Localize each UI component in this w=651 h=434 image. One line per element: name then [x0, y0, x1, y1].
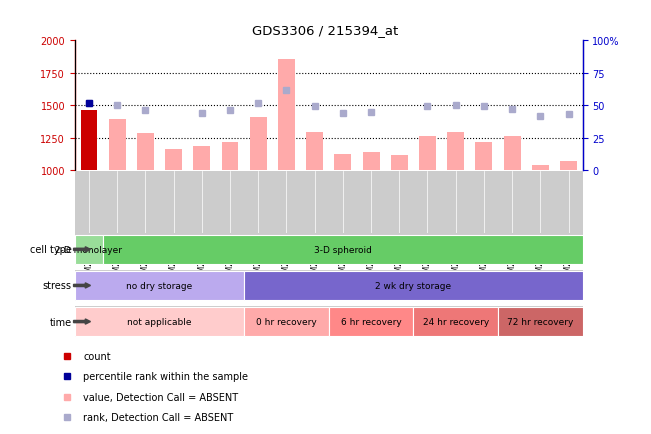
- Bar: [137, 134, 154, 171]
- Text: 24 hr recovery: 24 hr recovery: [422, 317, 489, 326]
- Text: 72 hr recovery: 72 hr recovery: [507, 317, 574, 326]
- Text: 6 hr recovery: 6 hr recovery: [340, 317, 402, 326]
- Bar: [109, 120, 126, 171]
- Bar: [306, 132, 323, 171]
- Bar: [193, 147, 210, 171]
- Bar: [532, 165, 549, 171]
- Bar: [244, 308, 329, 336]
- Bar: [329, 308, 413, 336]
- Bar: [560, 161, 577, 171]
- Text: stress: stress: [42, 281, 72, 291]
- Bar: [504, 137, 521, 171]
- Text: value, Detection Call = ABSENT: value, Detection Call = ABSENT: [83, 391, 238, 401]
- Bar: [335, 155, 352, 171]
- Bar: [81, 111, 98, 171]
- Text: count: count: [83, 352, 111, 362]
- Text: rank, Detection Call = ABSENT: rank, Detection Call = ABSENT: [83, 412, 234, 422]
- Bar: [447, 132, 464, 171]
- Text: 0 hr recovery: 0 hr recovery: [256, 317, 317, 326]
- Text: 3-D spheroid: 3-D spheroid: [314, 245, 372, 254]
- Bar: [81, 111, 98, 171]
- Bar: [413, 308, 498, 336]
- Bar: [475, 143, 492, 171]
- Bar: [278, 60, 295, 171]
- Bar: [498, 308, 583, 336]
- Bar: [221, 143, 238, 171]
- Text: cell type: cell type: [30, 245, 72, 255]
- Bar: [165, 149, 182, 171]
- Bar: [75, 236, 103, 264]
- Bar: [75, 308, 244, 336]
- Bar: [419, 137, 436, 171]
- Bar: [250, 118, 267, 171]
- Bar: [244, 272, 583, 300]
- Bar: [75, 272, 244, 300]
- Text: no dry storage: no dry storage: [126, 281, 193, 290]
- Bar: [391, 156, 408, 171]
- Text: 2-D monolayer: 2-D monolayer: [55, 245, 122, 254]
- Text: time: time: [49, 317, 72, 327]
- Text: 2 wk dry storage: 2 wk dry storage: [376, 281, 451, 290]
- Bar: [363, 152, 380, 171]
- Text: not applicable: not applicable: [127, 317, 192, 326]
- Text: percentile rank within the sample: percentile rank within the sample: [83, 372, 248, 381]
- Text: GDS3306 / 215394_at: GDS3306 / 215394_at: [253, 24, 398, 37]
